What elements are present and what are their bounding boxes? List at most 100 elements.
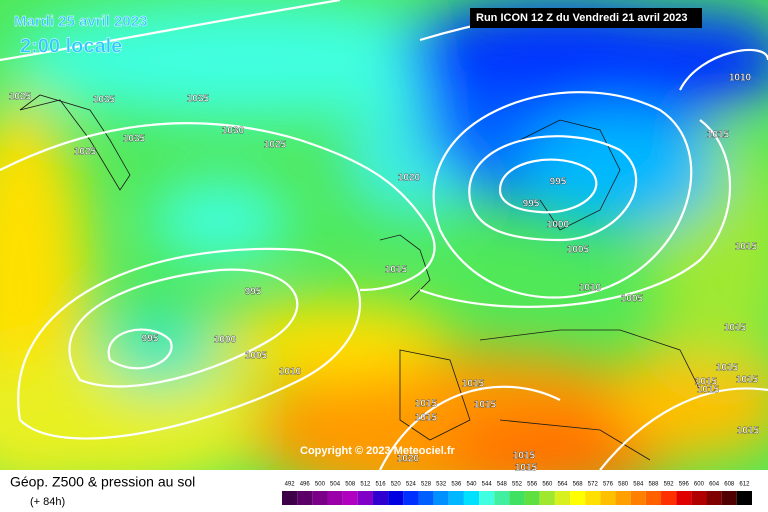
isobar-label: 1010: [579, 283, 602, 294]
legend-label: 604: [709, 482, 720, 488]
legend-swatch: [539, 491, 555, 505]
color-legend: 492 496 500 504 508 512 516 520 524 528 532 536 540 5…: [282, 482, 752, 505]
footer-title: Géop. Z500 & pression au sol: [10, 474, 195, 490]
isobar-label: 1015: [697, 385, 720, 396]
legend-label: 564: [557, 482, 568, 488]
isobar-label: 1015: [462, 379, 485, 390]
isobar-label: 995: [550, 177, 567, 188]
isobar-label: 1035: [93, 95, 116, 106]
isobar-label: 1000: [214, 335, 237, 346]
legend-label: 504: [330, 482, 341, 488]
isobar-label: 1025: [264, 140, 287, 151]
legend-label: 576: [603, 482, 614, 488]
legend-swatch: [615, 491, 631, 505]
legend-label: 528: [421, 482, 432, 488]
legend-swatch: [645, 491, 662, 505]
legend-swatch: [448, 491, 464, 505]
legend-label: 592: [664, 482, 675, 488]
legend-swatch: [721, 491, 737, 505]
legend-label: 560: [542, 482, 553, 488]
legend-swatch: [706, 491, 722, 505]
legend-label: 572: [588, 482, 599, 488]
legend-label: 532: [436, 482, 447, 488]
isobar-label: 1020: [398, 173, 421, 184]
isobar-label: 1015: [415, 413, 438, 424]
isobar-label: 995: [523, 199, 540, 210]
forecast-time: 2:00 locale: [20, 35, 122, 57]
legend-swatch: [691, 491, 707, 505]
isobar-label: 1035: [187, 94, 210, 105]
legend-swatch: [494, 491, 510, 505]
legend-label: 568: [573, 482, 584, 488]
legend-label: 544: [482, 482, 493, 488]
legend-label: 508: [345, 482, 356, 488]
legend-label: 612: [739, 482, 750, 488]
legend-swatch: [524, 491, 540, 505]
legend-swatch: [372, 491, 389, 505]
isobar-label: 1010: [279, 367, 302, 378]
legend-swatch: [327, 491, 343, 505]
isobar-label: 1015: [707, 130, 730, 141]
isobar-label: 1015: [513, 451, 536, 462]
isobar-label: 1015: [724, 323, 747, 334]
legend-swatch: [282, 491, 298, 505]
isobar-label: 1015: [716, 363, 739, 374]
isobar-label: 1015: [385, 265, 408, 276]
isobar-label: 1000: [547, 220, 570, 231]
copyright: Copyright © 2023 Meteociel.fr: [300, 445, 456, 457]
legend-swatch: [388, 491, 404, 505]
legend-swatch: [554, 491, 571, 505]
isobar-label: 1015: [415, 399, 438, 410]
legend-swatch: [661, 491, 677, 505]
legend-swatch: [509, 491, 525, 505]
legend-label: 556: [527, 482, 538, 488]
legend-swatch: [600, 491, 616, 505]
legend-swatch: [418, 491, 434, 505]
isobar-label: 1035: [123, 134, 146, 145]
legend-swatch: [342, 491, 358, 505]
isobar-label: 1005: [621, 294, 644, 305]
isobar-label: 995: [142, 334, 159, 345]
legend-swatch: [630, 491, 646, 505]
legend-label: 516: [376, 482, 387, 488]
isobar-label: 1015: [515, 463, 538, 474]
forecast-date: Mardi 25 avril 2023: [14, 13, 147, 30]
isobar-label: 1005: [245, 351, 268, 362]
legend-label: 500: [315, 482, 326, 488]
legend-swatch: [479, 491, 495, 505]
legend-swatch: [676, 491, 692, 505]
legend-swatch: [433, 491, 449, 505]
legend-label: 588: [648, 482, 659, 488]
isobar-label: 1015: [695, 377, 718, 388]
isobar-label: 1015: [737, 426, 760, 437]
legend-label: 524: [406, 482, 417, 488]
legend-swatch: [403, 491, 419, 505]
legend-swatch: [312, 491, 328, 505]
legend-label: 596: [679, 482, 690, 488]
legend-label: 540: [467, 482, 478, 488]
legend-label: 492: [285, 482, 296, 488]
legend-label: 584: [633, 482, 644, 488]
legend-swatch: [357, 491, 373, 505]
isobar-label: 1025: [74, 147, 97, 158]
legend-swatch: [736, 491, 752, 505]
isobar-label: 1020: [397, 454, 420, 465]
legend-swatch: [585, 491, 601, 505]
footer-subtitle: (+ 84h): [30, 496, 65, 508]
isobar-label: 1030: [222, 126, 245, 137]
isobar-labels: 1025 1035 1035 1035 1025 1030 1025 1020 1015 995 9…: [9, 72, 760, 474]
isobar-label: 995: [245, 287, 262, 298]
isobar-label: 1005: [567, 245, 590, 256]
legend-label: 496: [300, 482, 311, 488]
isobar-label: 1015: [735, 242, 758, 253]
isobar-label: 1015: [474, 400, 497, 411]
run-info: Run ICON 12 Z du Vendredi 21 avril 2023: [476, 12, 688, 24]
legend-label: 512: [360, 482, 371, 488]
legend-label: 580: [618, 482, 629, 488]
legend-label: 520: [391, 482, 402, 488]
legend-label: 608: [724, 482, 735, 488]
legend-swatch: [297, 491, 313, 505]
isobar-label: 1025: [9, 92, 32, 103]
